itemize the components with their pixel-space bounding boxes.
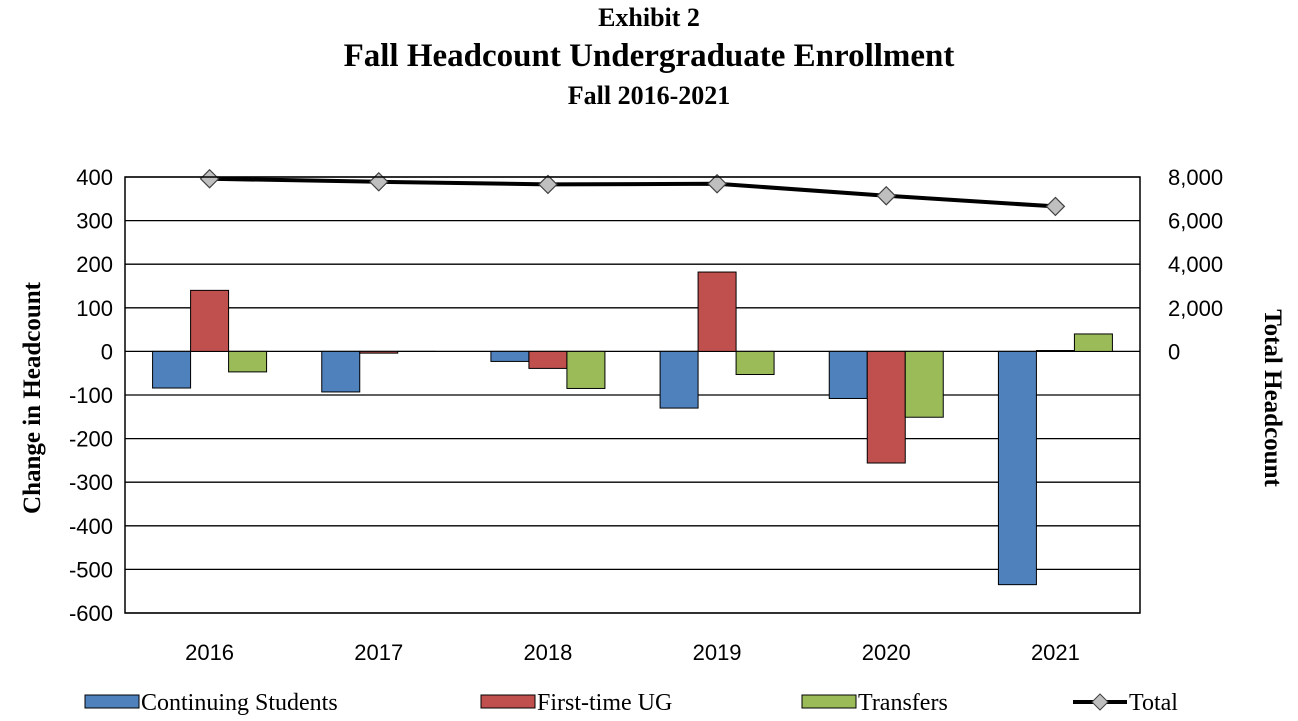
bar-first-time-ug-2017: [359, 350, 399, 354]
legend: Continuing Students First-time UG Transfer…: [84, 690, 1178, 716]
bar-first-time-ug-2018: [528, 350, 568, 369]
y2-tick-label: 0: [1168, 339, 1180, 364]
chart-subtitle: Fall 2016-2021: [567, 81, 731, 110]
chart-pre-title: Exhibit 2: [598, 3, 700, 32]
bar-transfers-2019: [735, 350, 775, 376]
legend-label: Transfers: [858, 690, 948, 716]
bar-first-time-ug-2020: [866, 350, 906, 464]
y-tick-label: -400: [69, 514, 113, 539]
bar-transfers-2018: [566, 350, 606, 389]
y2-tick-label: 8,000: [1168, 165, 1223, 190]
point-total-2016: [199, 168, 220, 189]
y2-axis-title: Total Headcount: [1259, 309, 1286, 487]
x-tick-label: 2019: [693, 640, 742, 665]
y-tick-label: -100: [69, 383, 113, 408]
bar-first-time-ug-2019: [697, 271, 737, 352]
x-tick-label: 2020: [862, 640, 911, 665]
line-total: [209, 176, 1056, 209]
point-total-2017: [368, 171, 389, 192]
legend-swatch-transfers: [801, 694, 857, 709]
y-tick-label: 0: [101, 339, 113, 364]
bar-continuing-students-2016: [152, 350, 192, 389]
bar-first-time-ug-2021: [1035, 350, 1075, 352]
bar-continuing-students-2020: [828, 350, 868, 399]
legend-marker-total: [1091, 693, 1109, 711]
x-tick-label: 2021: [1031, 640, 1080, 665]
x-tick-label: 2017: [354, 640, 403, 665]
y2-tick-label: 2,000: [1168, 296, 1223, 321]
y-tick-label: 400: [76, 165, 113, 190]
bar-continuing-students-2018: [490, 350, 530, 362]
legend-swatch-continuing-students: [84, 694, 140, 709]
bar-continuing-students-2021: [997, 350, 1037, 586]
legend-label: First-time UG: [537, 690, 672, 716]
bar-continuing-students-2019: [659, 350, 699, 409]
legend-swatch-first-time-ug: [480, 694, 536, 709]
bar-transfers-2021: [1073, 333, 1113, 352]
point-total-2020: [876, 185, 897, 206]
bar-first-time-ug-2016: [190, 289, 230, 352]
y-tick-label: -500: [69, 557, 113, 582]
y2-tick-label: 4,000: [1168, 252, 1223, 277]
chart-title: Fall Headcount Undergraduate Enrollment: [343, 38, 955, 74]
bar-transfers-2016: [228, 350, 268, 373]
point-total-2021: [1045, 196, 1066, 217]
y-tick-label: -300: [69, 470, 113, 495]
y-axis-title: Change in Headcount: [19, 281, 46, 514]
legend-label: Total: [1129, 690, 1178, 716]
plot-area-border: [124, 176, 1141, 614]
y-tick-label: 100: [76, 296, 113, 321]
x-tick-label: 2016: [185, 640, 234, 665]
y-tick-label: -600: [69, 601, 113, 626]
y-tick-label: 200: [76, 252, 113, 277]
legend-label: Continuing Students: [141, 690, 338, 716]
y-tick-label: -200: [69, 427, 113, 452]
x-tick-label: 2018: [523, 640, 572, 665]
y2-tick-label: 6,000: [1168, 209, 1223, 234]
point-total-2019: [707, 173, 727, 194]
bar-transfers-2020: [904, 350, 944, 418]
point-total-2018: [538, 174, 558, 195]
y-tick-label: 300: [76, 209, 113, 234]
bar-continuing-students-2017: [321, 350, 361, 393]
